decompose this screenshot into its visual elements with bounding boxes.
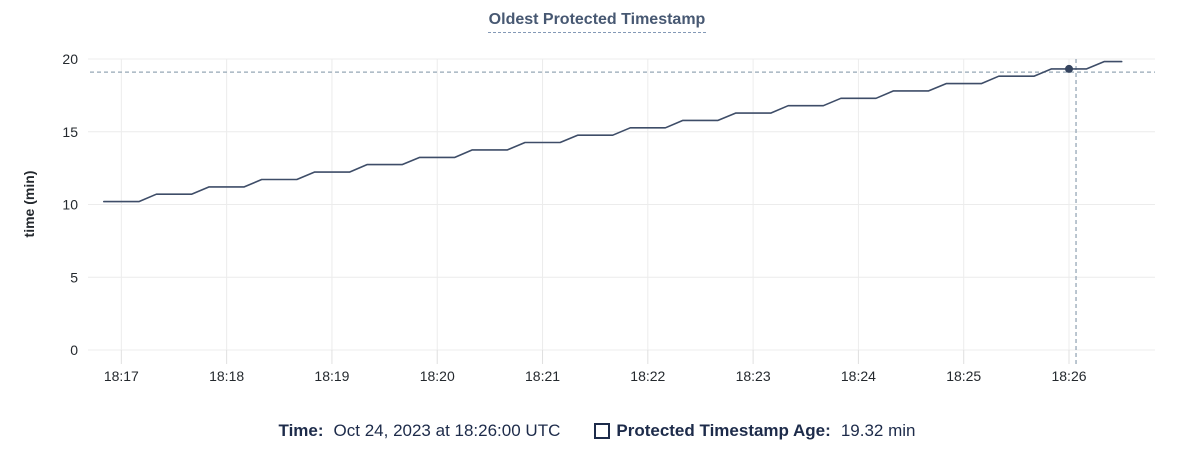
hover-time-value: Oct 24, 2023 at 18:26:00 UTC: [333, 421, 561, 440]
hover-time-key-label: Time:: [278, 421, 324, 440]
x-tick-label: 18:22: [630, 368, 665, 384]
x-tick-label: 18:21: [525, 368, 560, 384]
x-tick-label: 18:19: [314, 368, 349, 384]
series-swatch-icon: [594, 423, 611, 439]
x-tick-label: 18:17: [104, 368, 139, 384]
series-line: [103, 60, 1123, 203]
legend-series-toggle[interactable]: Protected Timestamp Age: 19.32 min: [594, 420, 915, 442]
series-name-label: Protected Timestamp Age:: [616, 421, 831, 440]
series-hover-value: 19.32 min: [840, 421, 916, 440]
chart-title-row: Oldest Protected Timestamp: [0, 11, 1194, 33]
x-tick-label: 18:24: [841, 368, 876, 384]
x-tick-label: 18:26: [1051, 368, 1086, 384]
y-tick-label: 15: [62, 124, 78, 140]
hover-legend: Time: Oct 24, 2023 at 18:26:00 UTC Prote…: [0, 420, 1194, 442]
x-tick-label: 18:20: [420, 368, 455, 384]
hover-point-dot: [1065, 64, 1074, 73]
x-tick-label: 18:25: [946, 368, 981, 384]
y-tick-label: 0: [70, 342, 78, 358]
y-tick-label: 10: [62, 197, 78, 213]
line-chart-plot-area[interactable]: 0 5 10 15 20 18:17 18:18 18:19 18:20 18:21 18:22 18…: [0, 0, 1194, 396]
x-tick-label: 18:18: [209, 368, 244, 384]
x-tick-label: 18:23: [736, 368, 771, 384]
y-tick-label: 5: [70, 269, 78, 285]
chart-title[interactable]: Oldest Protected Timestamp: [487, 11, 707, 33]
y-tick-label: 20: [62, 51, 78, 67]
